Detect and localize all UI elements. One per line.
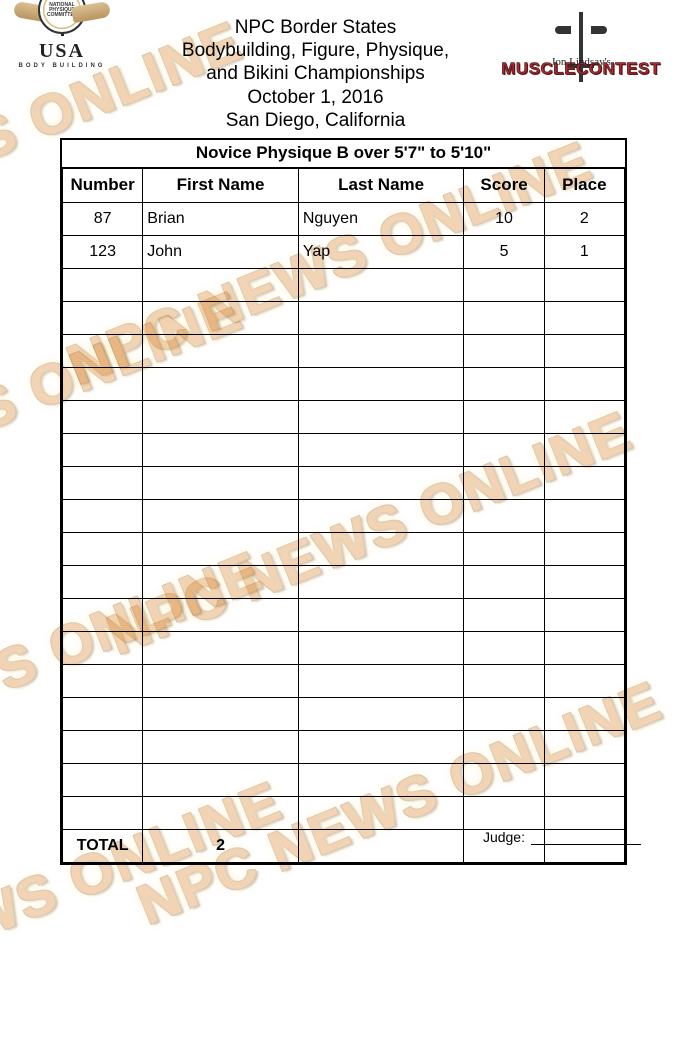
table-row-blank	[63, 466, 625, 499]
table-row-blank	[63, 565, 625, 598]
table-row-blank	[63, 268, 625, 301]
col-number: Number	[63, 168, 143, 202]
table-row-blank	[63, 664, 625, 697]
col-place: Place	[544, 168, 624, 202]
judge-blank-line	[531, 831, 641, 845]
table-row-blank	[63, 763, 625, 796]
table-row-blank	[63, 796, 625, 829]
table-row-blank	[63, 598, 625, 631]
table-row-blank	[63, 400, 625, 433]
title-line-5: San Diego, California	[110, 109, 521, 132]
cell-number: 87	[63, 202, 143, 235]
total-value: 2	[143, 829, 299, 862]
table-row-blank	[63, 697, 625, 730]
table-row-blank	[63, 433, 625, 466]
cell-place: 1	[544, 235, 624, 268]
cell-last: Nguyen	[298, 202, 464, 235]
cell-last: Yap	[298, 235, 464, 268]
title-line-3: and Bikini Championships	[110, 62, 521, 85]
col-last: Last Name	[298, 168, 464, 202]
table-row-blank	[63, 532, 625, 565]
signature-text: Jon Lindsay's	[551, 56, 611, 68]
table-row-blank	[63, 631, 625, 664]
cell-number: 123	[63, 235, 143, 268]
event-title: NPC Border States Bodybuilding, Figure, …	[110, 12, 521, 132]
title-line-1: NPC Border States	[110, 16, 521, 39]
results-table-container: Novice Physique B over 5'7" to 5'10" Num…	[60, 138, 627, 865]
cell-score: 5	[464, 235, 544, 268]
title-line-4: October 1, 2016	[110, 86, 521, 109]
table-row-blank	[63, 367, 625, 400]
results-table: Number First Name Last Name Score Place …	[62, 168, 625, 863]
cell-first: Brian	[143, 202, 299, 235]
table-row-blank	[63, 301, 625, 334]
cell-first: John	[143, 235, 299, 268]
table-row: 123JohnYap51	[63, 235, 625, 268]
table-row-blank	[63, 499, 625, 532]
col-score: Score	[464, 168, 544, 202]
table-row-blank	[63, 730, 625, 763]
total-label: TOTAL	[63, 829, 143, 862]
musclecontest-logo: Jon Lindsay's MUSCLECONTEST	[521, 12, 641, 77]
category-title: Novice Physique B over 5'7" to 5'10"	[62, 140, 625, 168]
bodybuilding-text: BODY BUILDING	[19, 63, 106, 69]
table-row: 87BrianNguyen102	[63, 202, 625, 235]
judge-label: Judge:	[483, 829, 525, 845]
npc-usa-logo: NATIONAL PHYSIQUE COMMITTEE USA BODY BUI…	[14, 12, 110, 69]
cell-place: 2	[544, 202, 624, 235]
title-line-2: Bodybuilding, Figure, Physique,	[110, 39, 521, 62]
usa-text: USA	[39, 40, 85, 63]
judge-signature-line: Judge:	[483, 829, 641, 845]
table-row-blank	[63, 334, 625, 367]
col-first: First Name	[143, 168, 299, 202]
cell-score: 10	[464, 202, 544, 235]
